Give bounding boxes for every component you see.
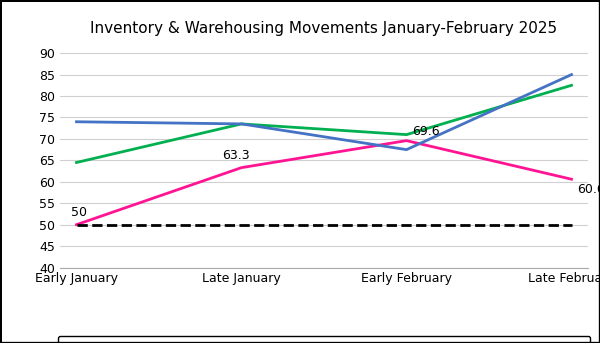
Inventory levels: [403, 139, 410, 143]
Inventory costs: [238, 122, 245, 126]
Inventory costs: [568, 83, 575, 87]
Breakeven: [403, 223, 410, 227]
Line: Inventory levels: Inventory levels: [77, 141, 571, 225]
Legend: Inventory levels, Inventory costs, Warehousing prices, Breakeven: Inventory levels, Inventory costs, Wareh…: [58, 336, 590, 343]
Warehousing prices: [403, 147, 410, 152]
Inventory levels: [238, 166, 245, 170]
Inventory costs: [73, 161, 80, 165]
Text: 63.3: 63.3: [222, 149, 250, 162]
Breakeven: [238, 223, 245, 227]
Inventory costs: [403, 132, 410, 137]
Inventory levels: [568, 177, 575, 181]
Warehousing prices: [238, 122, 245, 126]
Inventory levels: [73, 223, 80, 227]
Text: 60.6: 60.6: [577, 183, 600, 196]
Line: Inventory costs: Inventory costs: [77, 85, 571, 163]
Warehousing prices: [73, 120, 80, 124]
Text: 69.6: 69.6: [412, 125, 440, 138]
Title: Inventory & Warehousing Movements January-February 2025: Inventory & Warehousing Movements Januar…: [91, 22, 557, 36]
Text: 50: 50: [71, 206, 87, 219]
Breakeven: [73, 223, 80, 227]
Line: Warehousing prices: Warehousing prices: [77, 74, 571, 150]
Breakeven: [568, 223, 575, 227]
Warehousing prices: [568, 72, 575, 76]
